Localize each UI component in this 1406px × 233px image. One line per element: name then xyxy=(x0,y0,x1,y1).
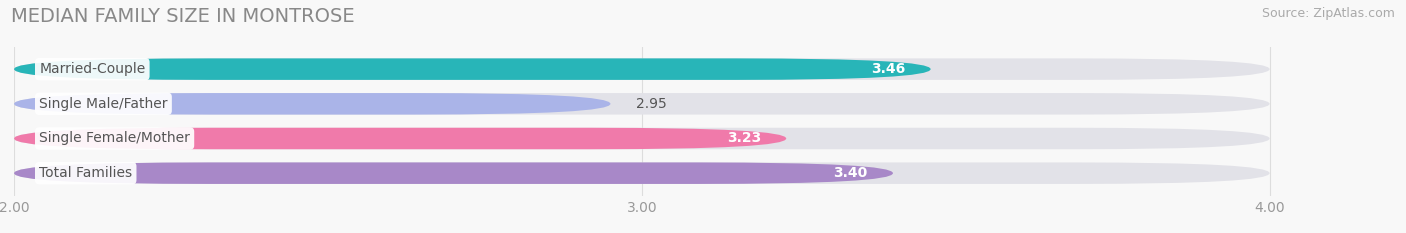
Text: 2.95: 2.95 xyxy=(636,97,666,111)
FancyBboxPatch shape xyxy=(14,58,1270,80)
Text: 3.46: 3.46 xyxy=(872,62,905,76)
Text: MEDIAN FAMILY SIZE IN MONTROSE: MEDIAN FAMILY SIZE IN MONTROSE xyxy=(11,7,354,26)
FancyBboxPatch shape xyxy=(14,162,1270,184)
FancyBboxPatch shape xyxy=(14,162,893,184)
Text: 3.23: 3.23 xyxy=(727,131,761,145)
Text: 3.40: 3.40 xyxy=(834,166,868,180)
Text: Source: ZipAtlas.com: Source: ZipAtlas.com xyxy=(1261,7,1395,20)
FancyBboxPatch shape xyxy=(14,128,1270,149)
Text: Single Male/Father: Single Male/Father xyxy=(39,97,167,111)
Text: Single Female/Mother: Single Female/Mother xyxy=(39,131,190,145)
Text: Total Families: Total Families xyxy=(39,166,132,180)
FancyBboxPatch shape xyxy=(14,58,931,80)
Text: Married-Couple: Married-Couple xyxy=(39,62,145,76)
FancyBboxPatch shape xyxy=(14,93,1270,115)
FancyBboxPatch shape xyxy=(14,93,610,115)
FancyBboxPatch shape xyxy=(14,128,786,149)
